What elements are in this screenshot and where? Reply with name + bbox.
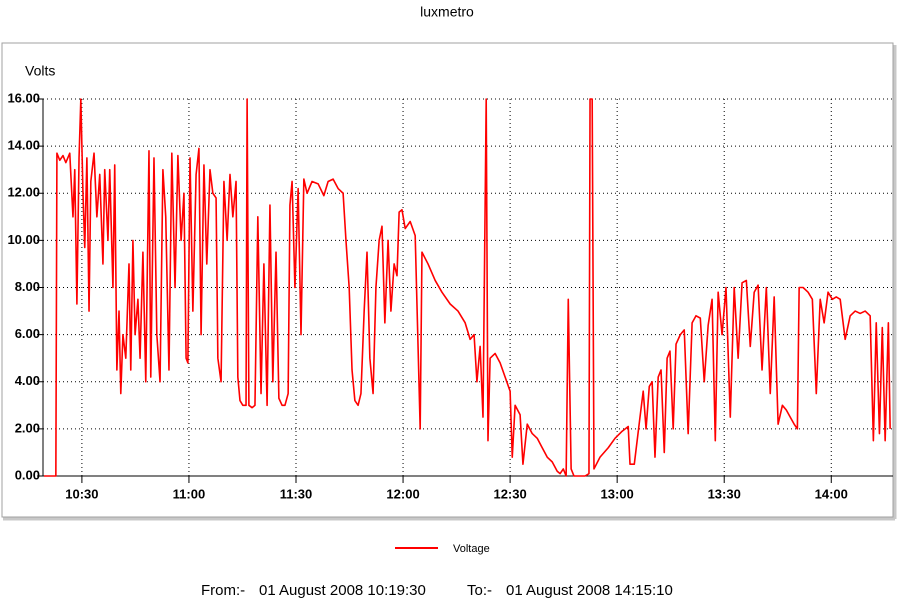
x-tick-label: 13:30: [708, 486, 741, 501]
footer-from-label: From:-: [201, 582, 245, 599]
y-tick-label: 8.00: [15, 279, 40, 294]
chart-title: luxmetro: [420, 4, 474, 20]
x-tick-label: 11:00: [173, 486, 206, 501]
y-tick-label: 4.00: [15, 373, 40, 388]
y-tick-label: 0.00: [15, 467, 40, 482]
footer-to: 01 August 2008 14:15:10: [506, 582, 673, 599]
x-tick-label: 12:30: [493, 486, 526, 501]
x-tick-label: 13:00: [601, 486, 634, 501]
y-tick-label: 2.00: [15, 420, 40, 435]
y-axis-label: Volts: [25, 63, 55, 79]
x-tick-label: 10:30: [65, 486, 98, 501]
data-line: [44, 98, 891, 477]
x-tick-label: 14:00: [815, 486, 848, 501]
footer-to-label: To:-: [467, 582, 492, 599]
y-tick-label: 16.00: [7, 90, 40, 105]
y-tick-label: 10.00: [7, 232, 40, 247]
y-tick-label: 6.00: [15, 326, 40, 341]
legend-label: Voltage: [453, 543, 490, 555]
y-tick-label: 12.00: [7, 185, 40, 200]
x-tick-label: 12:00: [386, 486, 419, 501]
footer-from: 01 August 2008 10:19:30: [259, 582, 426, 599]
chart-panel: [1, 42, 894, 518]
y-tick-label: 14.00: [7, 138, 40, 153]
x-tick-label: 11:30: [280, 486, 313, 501]
